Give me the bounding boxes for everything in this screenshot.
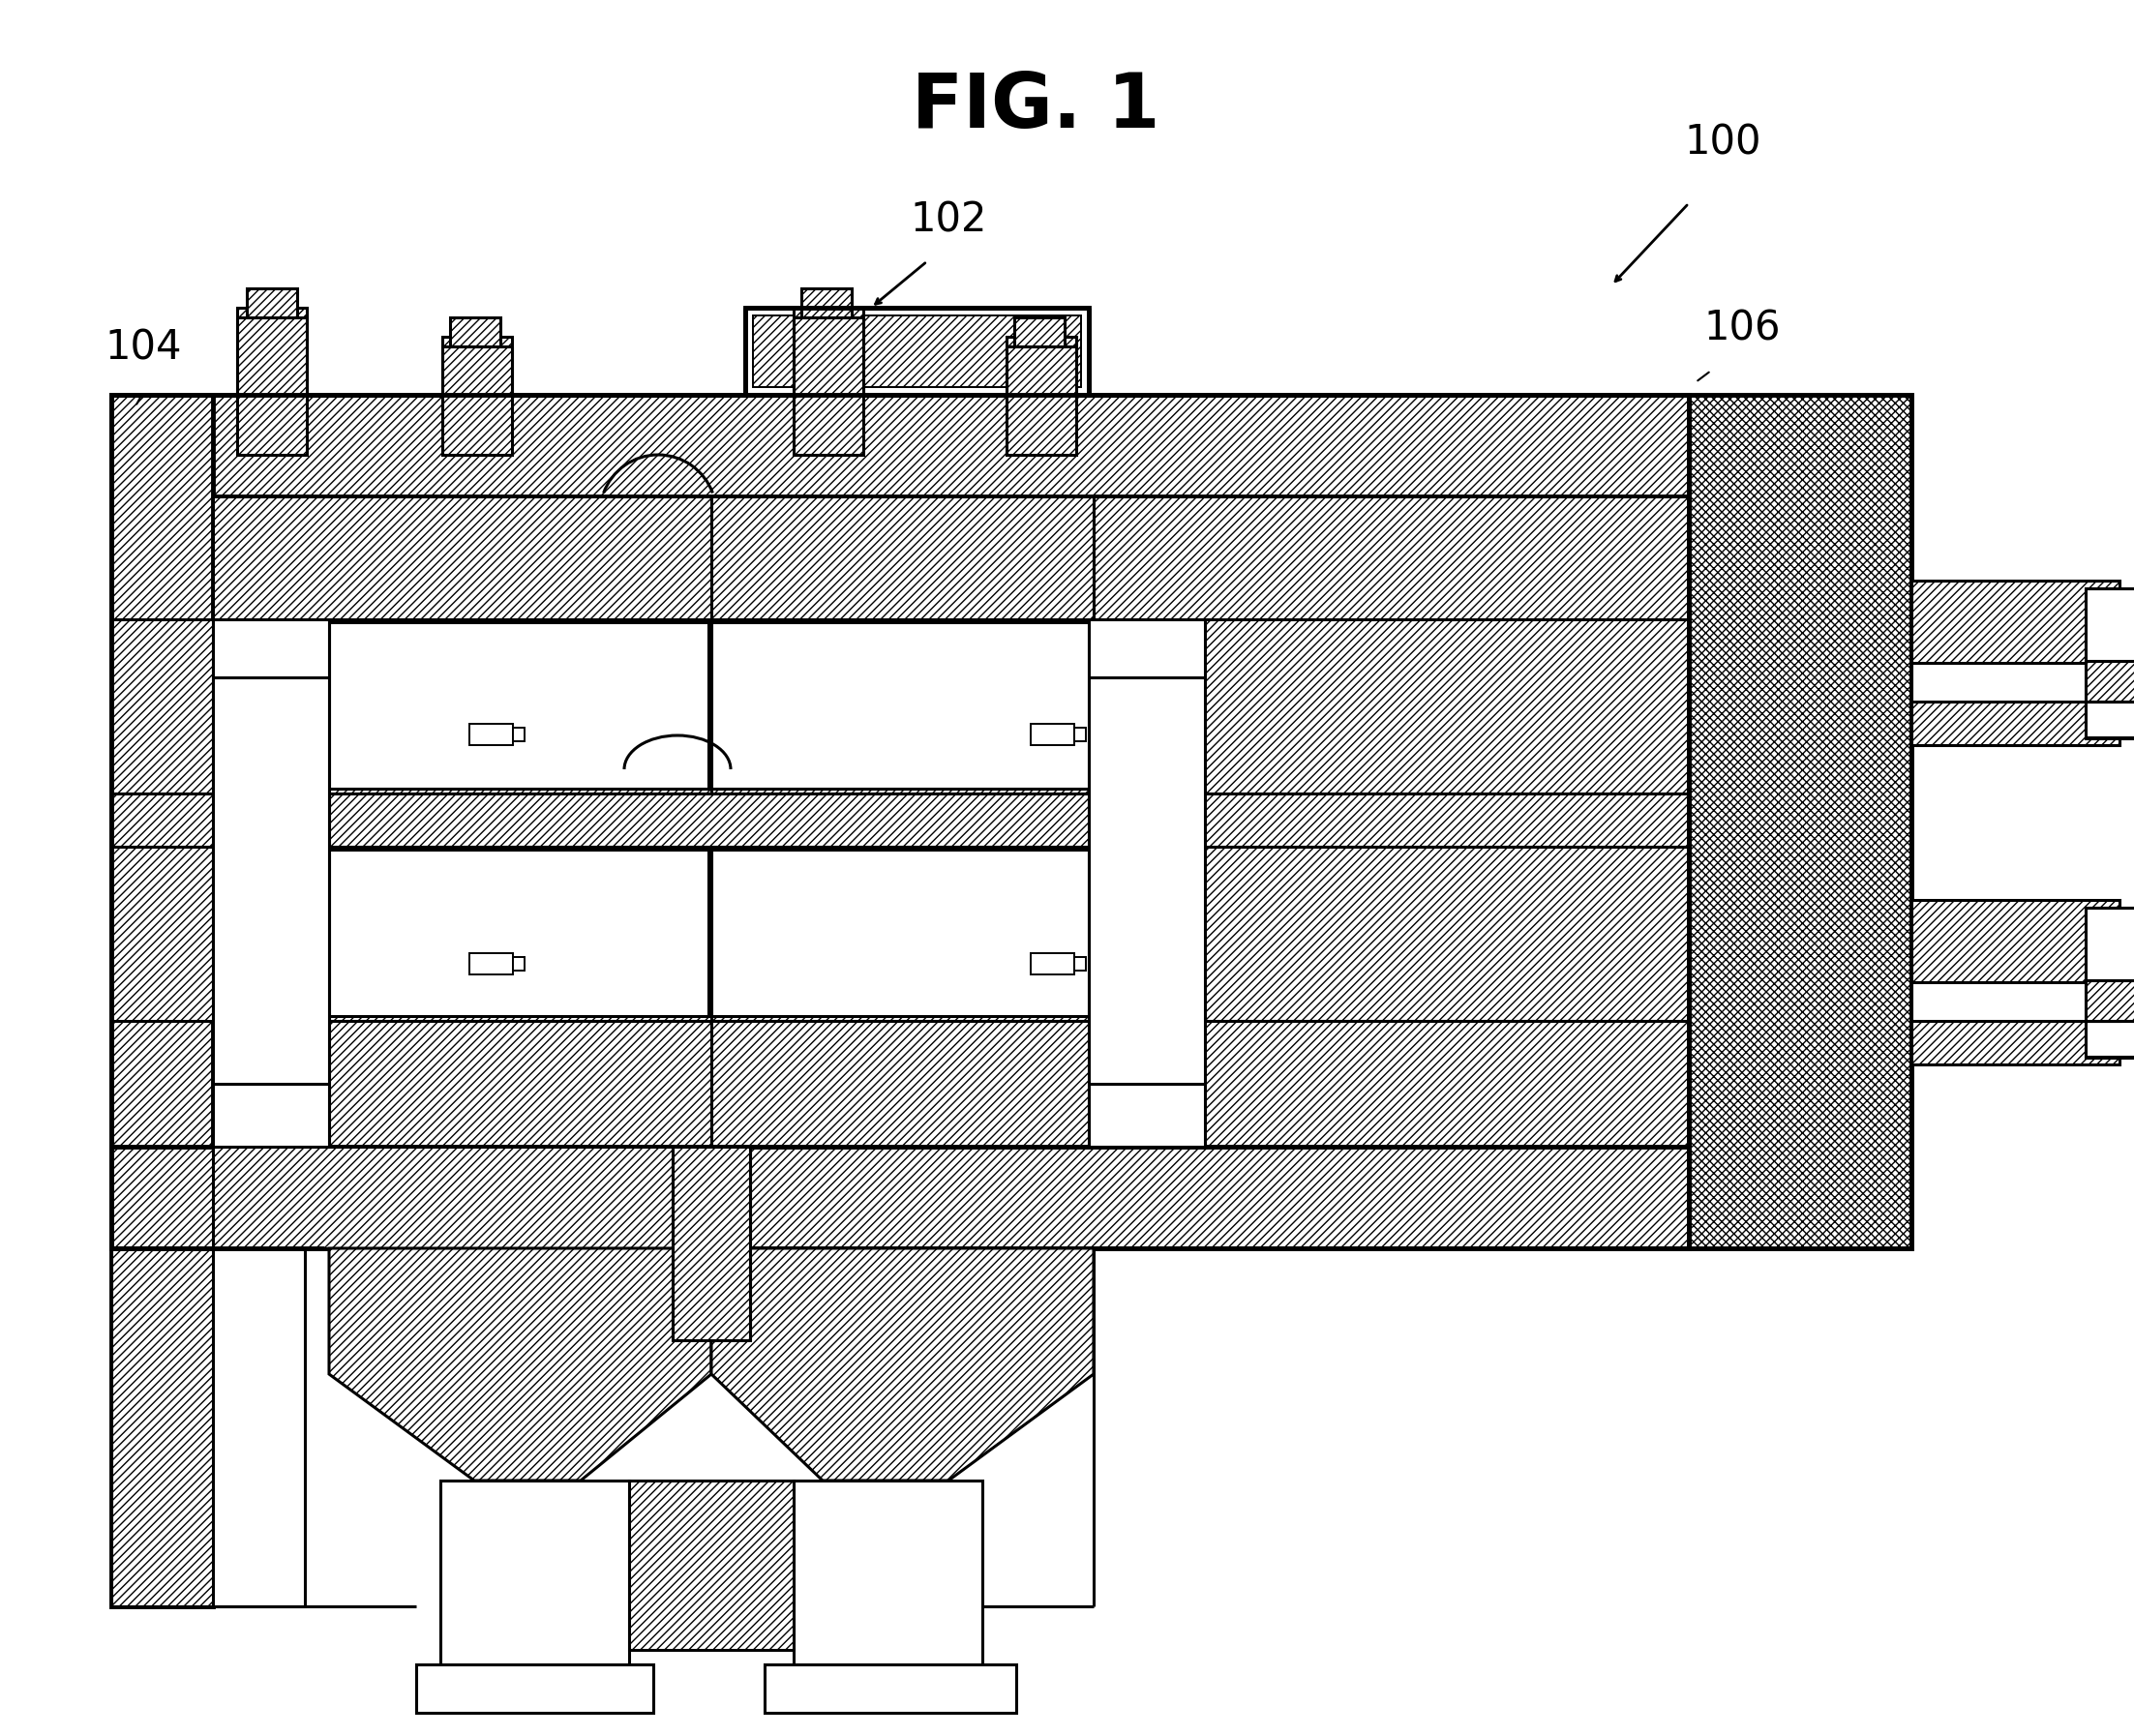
Text: 100: 100 bbox=[1684, 122, 1761, 163]
Bar bbox=[111, 1147, 1688, 1248]
Bar bbox=[512, 957, 525, 970]
Bar bbox=[1031, 724, 1073, 745]
Bar bbox=[213, 849, 708, 1016]
Bar bbox=[213, 621, 708, 788]
Bar bbox=[2085, 908, 2134, 1057]
Bar bbox=[630, 1481, 794, 1649]
Bar bbox=[1688, 394, 1912, 1248]
Bar bbox=[213, 496, 711, 621]
Bar bbox=[764, 1665, 1016, 1713]
Bar bbox=[711, 621, 1093, 788]
Text: 106: 106 bbox=[1703, 307, 1780, 349]
Bar bbox=[111, 1248, 305, 1606]
Bar bbox=[248, 288, 297, 318]
Bar bbox=[442, 337, 512, 455]
Bar bbox=[711, 1021, 1093, 1147]
Bar bbox=[1007, 337, 1076, 455]
Bar bbox=[111, 620, 711, 793]
Bar bbox=[1912, 663, 2119, 701]
Bar bbox=[1073, 957, 1086, 970]
Bar bbox=[213, 620, 329, 1147]
Bar bbox=[416, 1665, 653, 1713]
Bar bbox=[672, 1147, 749, 1340]
Bar bbox=[450, 318, 499, 347]
Bar bbox=[1073, 727, 1086, 741]
Bar bbox=[237, 307, 307, 455]
Bar bbox=[711, 847, 1688, 1021]
Bar bbox=[213, 1021, 711, 1147]
Bar bbox=[711, 849, 1093, 1016]
Bar bbox=[1093, 496, 1688, 621]
Bar bbox=[213, 1147, 711, 1248]
Bar bbox=[711, 496, 1093, 621]
Text: 102: 102 bbox=[909, 200, 986, 240]
Bar bbox=[1912, 983, 2119, 1021]
Bar bbox=[469, 953, 512, 974]
Bar bbox=[111, 847, 711, 1021]
Bar bbox=[111, 1248, 213, 1606]
Bar bbox=[440, 1481, 630, 1703]
Bar bbox=[794, 307, 864, 455]
Polygon shape bbox=[329, 1248, 711, 1481]
Text: FIG. 1: FIG. 1 bbox=[911, 69, 1159, 142]
Bar bbox=[1014, 318, 1065, 347]
Bar bbox=[2085, 981, 2134, 1021]
Bar bbox=[745, 307, 1088, 394]
Text: 104: 104 bbox=[105, 326, 181, 368]
Polygon shape bbox=[711, 1248, 1093, 1481]
Bar bbox=[1912, 580, 2119, 745]
Bar bbox=[111, 394, 1688, 496]
Bar bbox=[512, 727, 525, 741]
Bar bbox=[1031, 953, 1073, 974]
Bar bbox=[2085, 661, 2134, 701]
Bar bbox=[711, 620, 1688, 793]
Bar bbox=[1093, 1021, 1688, 1147]
Bar bbox=[469, 724, 512, 745]
Bar bbox=[802, 288, 851, 318]
Bar bbox=[794, 1481, 982, 1703]
Bar bbox=[111, 793, 1688, 847]
Bar bbox=[2085, 589, 2134, 738]
Bar bbox=[1088, 620, 1206, 1147]
Bar bbox=[1912, 899, 2119, 1064]
Bar bbox=[753, 316, 1082, 387]
Bar bbox=[111, 394, 213, 1606]
